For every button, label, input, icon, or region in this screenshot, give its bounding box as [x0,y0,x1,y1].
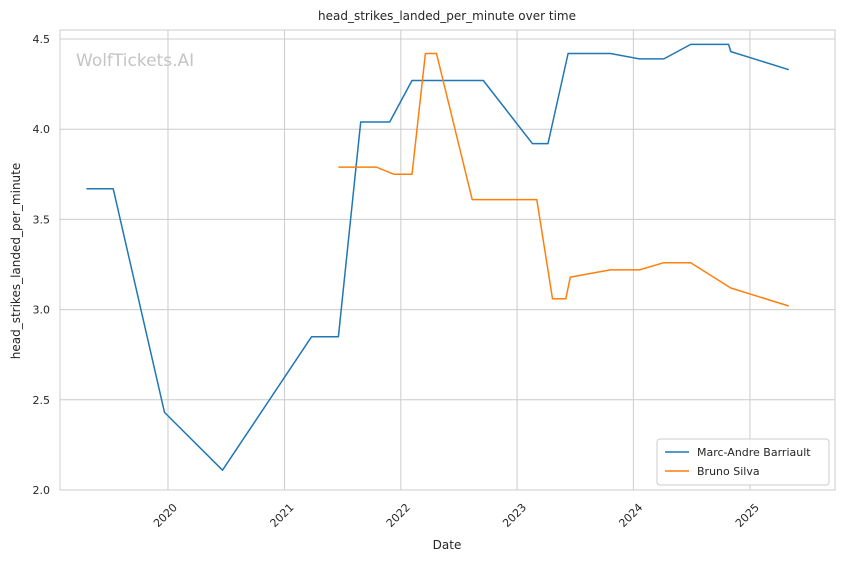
y-tick-label: 4.5 [33,33,51,46]
y-axis-label: head_strikes_landed_per_minute [9,163,23,360]
chart-title: head_strikes_landed_per_minute over time [318,9,576,23]
y-tick-label: 3.5 [33,213,51,226]
x-axis-label: Date [433,538,462,552]
y-tick-label: 4.0 [33,123,51,136]
series-line-marc-andre-barriault [86,43,790,471]
legend-box [656,438,830,486]
grid-layer [60,30,835,491]
legend-label-bruno-silva: Bruno Silva [697,465,760,478]
plot-frame [59,29,836,491]
y-tick-label: 3.0 [33,304,51,317]
legend: Marc-Andre Barriault Bruno Silva [656,438,830,486]
legend-label-marc-andre-barriault: Marc-Andre Barriault [697,446,811,459]
series-line-bruno-silva [338,52,790,307]
series-layer [86,43,790,471]
y-tick-label: 2.0 [33,484,51,497]
y-tick-label: 2.5 [33,394,51,407]
watermark-text: WolfTickets.AI [76,51,194,71]
